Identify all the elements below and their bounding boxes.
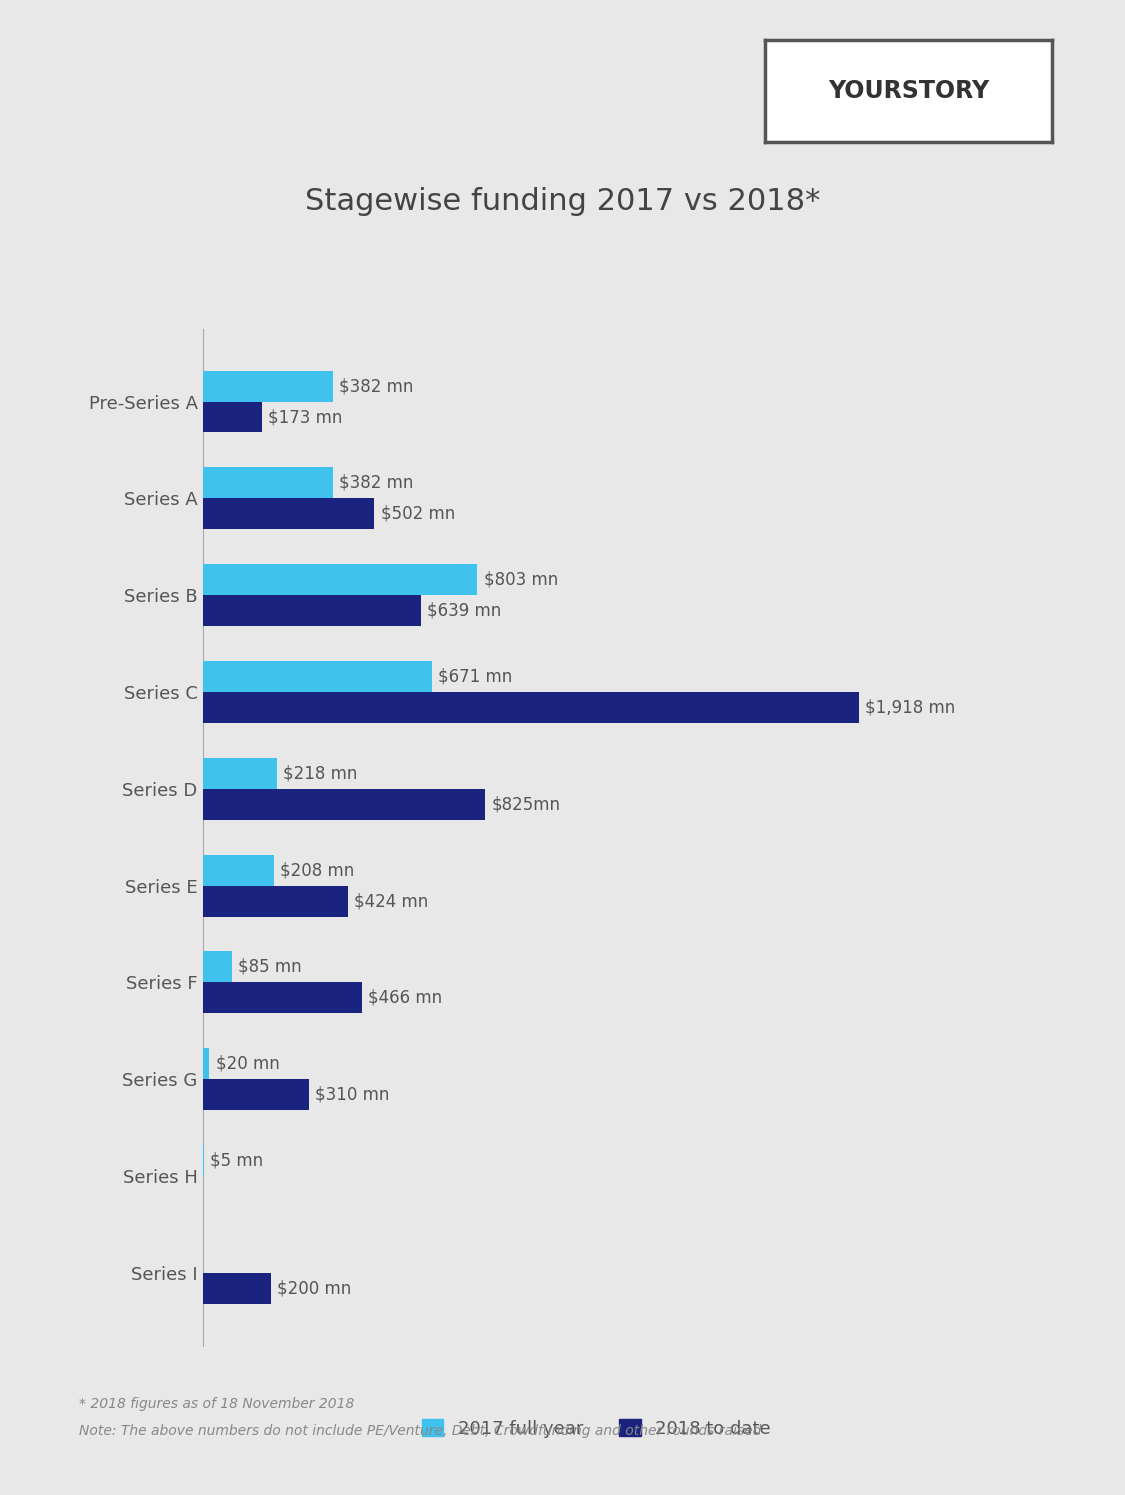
Text: $671 mn: $671 mn xyxy=(439,667,513,686)
Text: $424 mn: $424 mn xyxy=(354,893,429,910)
Text: $173 mn: $173 mn xyxy=(268,408,342,426)
Text: $1,918 mn: $1,918 mn xyxy=(865,698,955,716)
Text: $218 mn: $218 mn xyxy=(284,764,358,782)
Bar xyxy=(202,1048,209,1079)
Text: Note: The above numbers do not include PE/Venture, Debt, Crowdfunding and other : Note: The above numbers do not include P… xyxy=(79,1425,762,1438)
Bar xyxy=(202,758,277,789)
Text: $825mn: $825mn xyxy=(492,795,560,813)
Bar xyxy=(202,692,860,724)
Text: $208 mn: $208 mn xyxy=(280,861,354,879)
Text: $803 mn: $803 mn xyxy=(484,571,558,589)
Bar xyxy=(202,1079,308,1111)
Bar xyxy=(202,371,333,402)
Bar xyxy=(202,982,362,1014)
Text: $310 mn: $310 mn xyxy=(315,1085,389,1103)
Text: $382 mn: $382 mn xyxy=(340,474,414,492)
Bar xyxy=(202,564,477,595)
Text: $466 mn: $466 mn xyxy=(368,988,442,1008)
Bar xyxy=(202,951,232,982)
Text: $200 mn: $200 mn xyxy=(277,1280,351,1298)
Bar xyxy=(202,468,333,498)
Bar xyxy=(202,595,421,626)
Text: $639 mn: $639 mn xyxy=(428,601,502,619)
Bar xyxy=(202,1145,205,1177)
Text: * 2018 figures as of 18 November 2018: * 2018 figures as of 18 November 2018 xyxy=(79,1398,354,1411)
Bar xyxy=(202,661,432,692)
Text: $20 mn: $20 mn xyxy=(216,1055,279,1073)
Text: $85 mn: $85 mn xyxy=(237,958,302,976)
Bar xyxy=(202,885,348,916)
Text: $382 mn: $382 mn xyxy=(340,377,414,395)
Legend: 2017 full year, 2018 to date: 2017 full year, 2018 to date xyxy=(413,1410,780,1447)
Bar xyxy=(202,789,485,819)
Bar xyxy=(202,402,262,432)
Text: $502 mn: $502 mn xyxy=(380,505,454,523)
Text: YOURSTORY: YOURSTORY xyxy=(828,79,989,103)
Text: Stagewise funding 2017 vs 2018*: Stagewise funding 2017 vs 2018* xyxy=(305,187,820,217)
Text: $5 mn: $5 mn xyxy=(210,1151,263,1169)
Bar xyxy=(202,498,375,529)
Bar xyxy=(202,1272,271,1304)
Bar xyxy=(202,855,273,885)
